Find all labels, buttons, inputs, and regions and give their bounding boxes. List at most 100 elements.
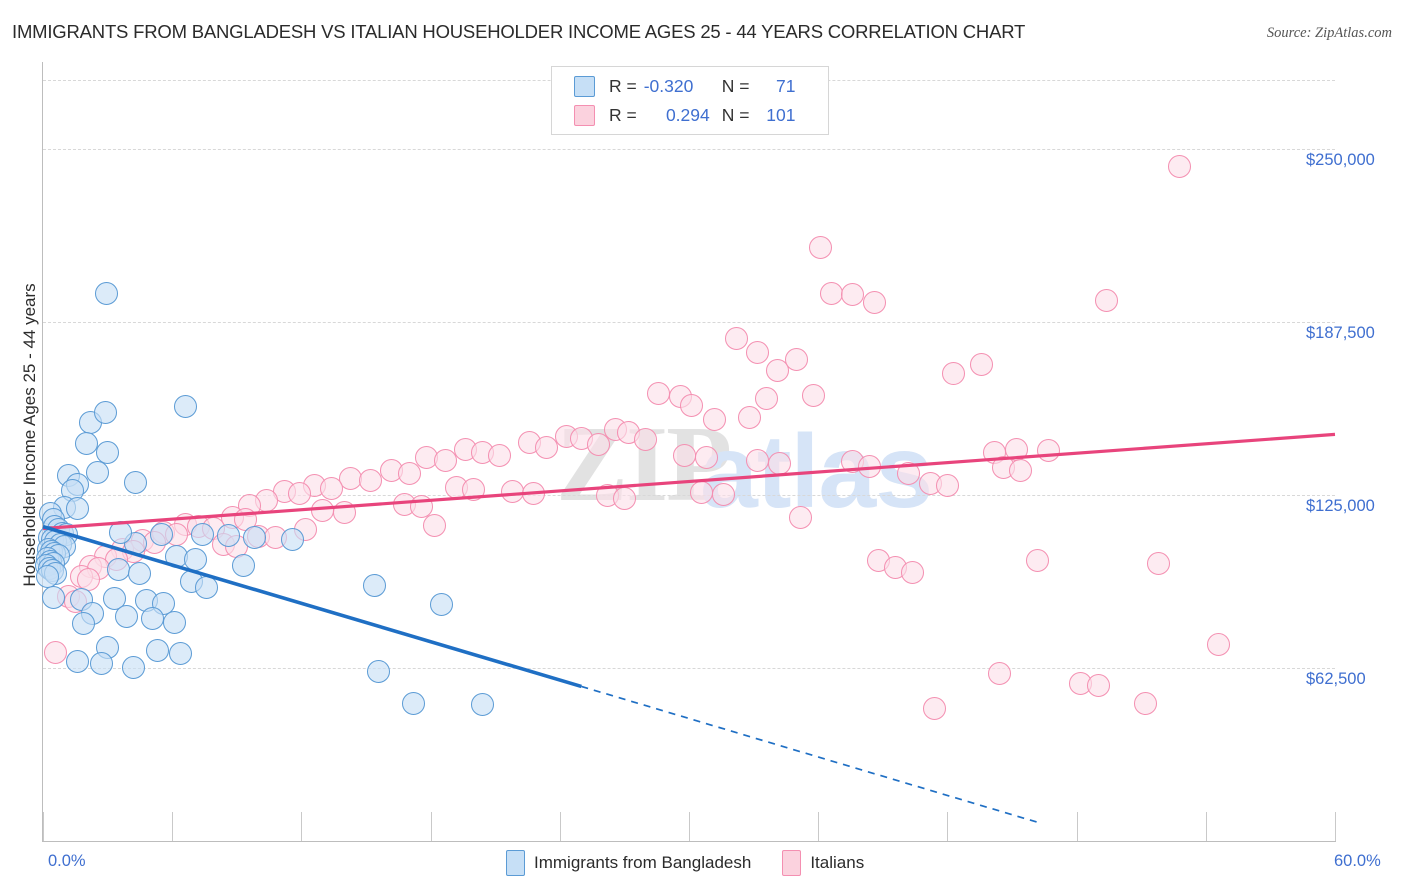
data-point <box>462 478 486 501</box>
source-attribution: Source: ZipAtlas.com <box>1266 25 1392 41</box>
stats-legend-row-pink: R = 0.294 N = 101 <box>574 102 795 128</box>
data-point <box>1207 633 1231 657</box>
x-axis-max-label: 60.0% <box>1334 852 1381 870</box>
legend-swatch-blue <box>574 75 595 97</box>
data-point <box>1086 673 1110 697</box>
data-point <box>216 524 240 548</box>
series-legend-label-bangladesh[interactable]: Immigrants from Bangladesh <box>534 853 752 872</box>
data-point <box>1134 691 1157 715</box>
data-point <box>367 659 391 683</box>
series-legend-swatch-italians[interactable] <box>782 850 802 876</box>
data-point <box>841 283 865 307</box>
data-point <box>785 347 809 371</box>
series-legend-swatch-bangladesh[interactable] <box>506 850 525 876</box>
data-point <box>141 606 165 630</box>
page-title: IMMIGRANTS FROM BANGLADESH VS ITALIAN HO… <box>12 21 1026 42</box>
y-axis-tick-label: $125,000 <box>1306 496 1375 515</box>
series-legend-label-italians[interactable]: Italians <box>810 853 865 872</box>
x-axis-tick <box>301 812 303 841</box>
data-point <box>311 498 335 522</box>
data-point <box>434 448 458 472</box>
data-point <box>44 641 68 665</box>
data-point <box>703 408 727 432</box>
data-point <box>694 445 718 469</box>
data-point <box>401 692 425 716</box>
x-axis-tick <box>559 812 561 841</box>
data-point <box>106 557 130 581</box>
data-point <box>195 576 219 600</box>
data-point <box>332 501 356 524</box>
legend-swatch-pink <box>574 104 595 126</box>
data-point <box>423 514 447 538</box>
x-axis-tick <box>1335 812 1336 841</box>
data-point <box>808 236 832 260</box>
data-point <box>711 483 735 507</box>
data-point <box>397 461 421 485</box>
data-point <box>190 522 214 546</box>
data-point <box>1037 439 1061 463</box>
data-point <box>535 435 559 459</box>
data-point <box>42 585 66 609</box>
data-point <box>789 506 813 530</box>
data-point <box>96 440 120 464</box>
data-point <box>429 592 453 616</box>
data-point <box>74 431 98 455</box>
data-point <box>145 638 169 662</box>
data-point <box>987 662 1011 686</box>
data-point <box>897 461 921 485</box>
pink-r-value: 0.294 <box>665 104 710 125</box>
data-point <box>115 604 139 628</box>
data-point <box>93 401 117 425</box>
x-axis-min-label: 0.0% <box>48 852 86 870</box>
data-point <box>488 443 511 467</box>
blue-r-value: -0.320 <box>643 75 694 96</box>
data-point <box>121 656 145 680</box>
data-point <box>231 553 255 577</box>
data-point <box>819 281 843 305</box>
scatter-points <box>34 62 1335 841</box>
pink-n-value: 101 <box>766 104 796 125</box>
data-point <box>65 497 89 521</box>
data-point <box>500 480 524 504</box>
data-point <box>522 482 546 506</box>
blue-n-value: 71 <box>776 75 796 96</box>
stats-legend: R = -0.320 N = 71 R = 0.294 N = 101 <box>551 66 829 135</box>
data-point <box>86 460 110 484</box>
data-point <box>755 386 779 410</box>
stats-legend-row-blue: R = -0.320 N = 71 <box>574 73 795 99</box>
x-axis-tick <box>172 812 174 841</box>
pink-r-label: R = <box>609 104 637 125</box>
data-point <box>647 382 671 406</box>
data-point <box>942 361 966 385</box>
data-point <box>746 341 770 365</box>
data-point <box>901 560 925 584</box>
data-point <box>724 326 748 350</box>
data-point <box>65 650 89 674</box>
pink-n-label: N = <box>721 104 750 125</box>
series-legend: Immigrants from Bangladesh Italians <box>506 850 886 876</box>
x-axis-line <box>42 841 1336 842</box>
data-point <box>470 693 494 717</box>
x-axis-tick <box>43 812 44 841</box>
data-point <box>690 481 714 505</box>
data-point <box>767 451 791 475</box>
data-point <box>281 527 305 551</box>
data-point <box>612 486 636 510</box>
x-axis-tick <box>1076 812 1078 841</box>
data-point <box>358 469 382 493</box>
data-point <box>765 359 789 383</box>
data-point <box>737 406 761 430</box>
data-point <box>634 428 658 452</box>
data-point <box>72 611 96 635</box>
data-point <box>124 471 148 495</box>
data-point <box>922 696 946 720</box>
data-point <box>184 548 208 572</box>
data-point <box>95 282 119 306</box>
data-point <box>1168 154 1192 178</box>
data-point <box>673 443 697 467</box>
data-point <box>287 481 311 505</box>
data-point <box>746 449 770 473</box>
x-axis-tick <box>818 812 820 841</box>
data-point <box>89 651 113 675</box>
data-point <box>587 432 611 456</box>
